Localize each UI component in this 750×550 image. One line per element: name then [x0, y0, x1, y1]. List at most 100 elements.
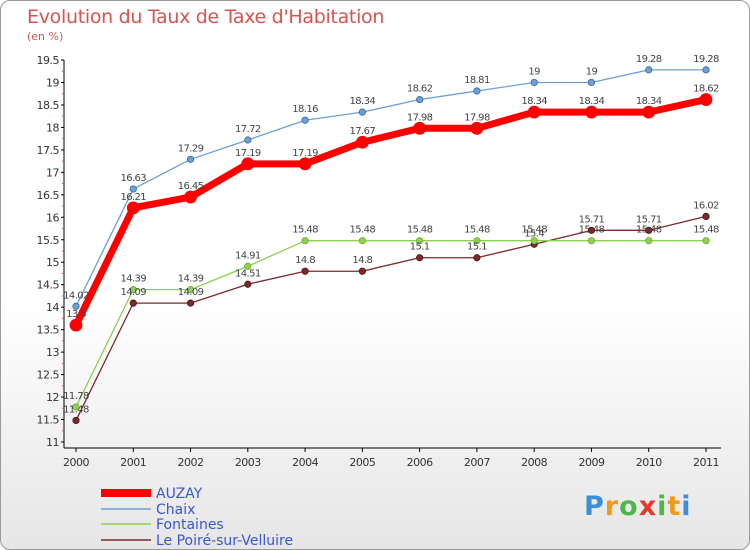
data-point: [645, 237, 653, 245]
data-point: [72, 416, 80, 425]
y-tick-label: 18: [46, 121, 59, 134]
y-tick-label: 13.5: [37, 324, 60, 337]
data-label: 11.78: [63, 391, 89, 402]
data-label: 17.19: [292, 148, 318, 159]
data-point: [129, 286, 137, 294]
data-point: [699, 93, 713, 106]
y-tick-label: 14.5: [37, 279, 60, 292]
data-point: [129, 185, 137, 193]
data-label: 15.48: [636, 225, 662, 236]
data-point: [587, 226, 596, 234]
logo-letter: i: [657, 491, 668, 522]
x-tick-label: 2005: [349, 456, 375, 469]
data-label: 18.81: [464, 75, 490, 86]
data-point: [413, 121, 427, 135]
logo-letter: i: [681, 491, 692, 522]
y-tick-label: 16.5: [37, 189, 60, 202]
data-point: [702, 212, 710, 220]
data-label: 16.21: [120, 192, 146, 203]
legend-label: Le Poiré-sur-Velluire: [156, 533, 293, 549]
proxiti-logo: Proxiti: [584, 491, 692, 522]
x-tick-label: 2000: [63, 456, 89, 469]
data-label: 16.45: [178, 181, 204, 192]
data-point: [355, 135, 369, 149]
series-layer: [69, 66, 713, 425]
data-label: 19.28: [636, 54, 662, 65]
data-label: 16.63: [120, 173, 146, 184]
y-tick-label: 14: [46, 301, 59, 314]
data-point: [702, 237, 710, 245]
data-label: 15.48: [693, 225, 719, 236]
data-point: [186, 155, 195, 163]
data-label: 18.34: [636, 96, 662, 107]
data-point: [358, 267, 366, 275]
logo-letter: t: [667, 491, 682, 522]
y-tick-label: 11: [46, 436, 59, 449]
data-point: [470, 121, 484, 135]
data-point: [358, 108, 366, 116]
data-label: 15.71: [579, 214, 605, 225]
y-tick-label: 19: [46, 76, 59, 89]
x-tick-label: 2004: [292, 456, 318, 469]
data-label: 15.48: [521, 225, 547, 236]
data-label: 17.29: [178, 143, 204, 154]
data-label: 15.48: [579, 225, 605, 236]
logo-letter: P: [584, 491, 605, 522]
data-label: 17.67: [350, 126, 376, 137]
logo-letter: r: [604, 491, 620, 522]
data-label: 18.34: [521, 96, 547, 107]
data-point: [244, 280, 252, 288]
data-label: 17.19: [235, 148, 261, 159]
data-label: 17.98: [464, 112, 490, 123]
data-label: 16.02: [693, 200, 719, 211]
y-axis-unit: (en %): [27, 30, 64, 43]
data-point: [244, 262, 252, 270]
data-label: 15.1: [410, 242, 430, 253]
data-point: [702, 66, 710, 74]
data-point: [527, 105, 541, 119]
series-3: [72, 212, 710, 425]
data-label: 18.62: [407, 84, 433, 95]
y-tick-label: 16: [46, 211, 59, 224]
legend-label: AUZAY: [156, 486, 203, 502]
data-point: [72, 302, 80, 310]
data-label: 18.34: [579, 96, 605, 107]
data-point: [587, 237, 596, 245]
data-point: [358, 237, 366, 245]
y-tick-label: 18.5: [37, 99, 60, 112]
data-point: [301, 116, 309, 124]
data-point: [69, 318, 83, 332]
y-tick-label: 17: [46, 166, 59, 179]
data-label: 14.91: [235, 250, 261, 261]
data-point: [301, 237, 309, 245]
data-point: [530, 78, 538, 87]
data-point: [416, 254, 424, 262]
data-point: [241, 157, 255, 171]
data-label: 14.8: [352, 255, 372, 266]
x-tick-label: 2001: [120, 456, 146, 469]
x-tick-label: 2007: [464, 456, 490, 469]
data-label: 18.62: [693, 84, 719, 95]
legend-label: Chaix: [156, 502, 195, 518]
data-label: 15.48: [350, 225, 376, 236]
data-point: [587, 78, 596, 87]
data-label: 14.39: [120, 274, 146, 285]
y-tick-label: 19.5: [37, 54, 60, 67]
data-label: 14.8: [295, 255, 315, 266]
data-label: 14.51: [235, 268, 261, 279]
data-label: 14.09: [120, 287, 146, 298]
data-point: [473, 237, 481, 245]
x-tick-label: 2006: [407, 456, 433, 469]
y-tick-label: 15.5: [37, 234, 60, 247]
series-2: [72, 237, 710, 411]
data-label: 11.48: [63, 404, 89, 415]
x-tick-label: 2009: [578, 456, 604, 469]
data-label: 19.28: [693, 54, 719, 65]
data-label: 14.02: [63, 290, 89, 301]
chart-title: Evolution du Taux de Taxe d'Habitation: [27, 6, 385, 28]
series-line: [75, 215, 707, 421]
y-tick-label: 12: [46, 391, 59, 404]
